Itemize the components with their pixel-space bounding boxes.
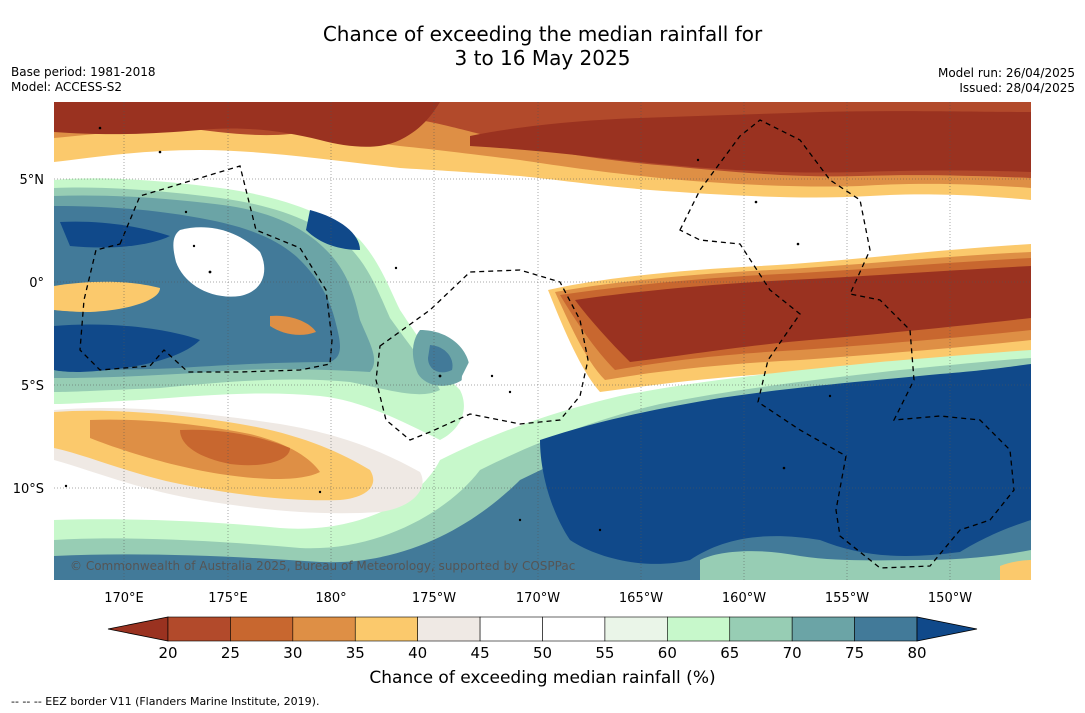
colorbar-segment [479,616,543,642]
base-period-text: Base period: 1981-2018 [11,65,156,79]
lon-label: 180° [315,591,346,606]
colorbar-tick-label: 40 [408,644,427,662]
lon-label: 175°E [208,591,248,606]
colorbar-tick-label: 25 [221,644,240,662]
latitude-labels: 5°N 0° 5°S 10°S [13,173,44,497]
colorbar-tick-label: 55 [595,644,614,662]
issued-text: Issued: 28/04/2025 [959,81,1075,95]
lon-label: 155°W [825,591,869,606]
colorbar-segment [729,616,793,642]
model-text: Model: ACCESS-S2 [11,80,123,94]
colorbar-tick-label: 75 [845,644,864,662]
colorbar-segment [167,616,231,642]
colorbar-tick-label: 70 [783,644,802,662]
colorbar-segment [230,616,294,642]
colorbar-tick-label: 35 [346,644,365,662]
colorbar-segment [292,616,356,642]
colorbar-segment [667,616,731,642]
longitude-labels: 170°E 175°E 180° 175°W 170°W 165°W 160°W… [104,591,972,606]
lon-label: 170°E [104,591,144,606]
gridlines [54,102,1031,580]
eez-borders [79,119,1015,569]
colorbar-segment [604,616,668,642]
colorbar-tick-label: 50 [533,644,552,662]
eez-border-footnote: -- -- -- EEZ border V11 (Flanders Marine… [11,695,320,708]
model-run-text: Model run: 26/04/2025 [937,66,1075,80]
colorbar: 20 25 30 35 40 45 50 55 60 65 70 75 80 [107,616,978,662]
lon-label: 170°W [516,591,560,606]
lat-label: 5°N [20,173,45,188]
rainfall-probability-map: © Commonwealth of Australia 2025, Bureau… [54,102,1031,580]
colorbar-tick-label: 30 [283,644,302,662]
colorbar-label: Chance of exceeding median rainfall (%) [369,668,716,688]
lon-label: 160°W [722,591,766,606]
colorbar-tick-label: 45 [471,644,490,662]
colorbar-extend-high [916,616,978,642]
colorbar-tick-label: 60 [658,644,677,662]
map-title-line1: Chance of exceeding the median rainfall … [322,22,763,46]
lat-label: 0° [29,276,44,291]
colorbar-extend-low [107,616,169,642]
lat-label: 5°S [21,379,44,394]
lon-label: 150°W [928,591,972,606]
meta-right: Model run: 26/04/2025 Issued: 28/04/2025 [938,66,1075,96]
colorbar-segment [854,616,918,642]
islands [64,126,832,532]
lat-label: 10°S [13,482,44,497]
colorbar-segment [542,616,606,642]
meta-left: Base period: 1981-2018 Model: ACCESS-S2 [11,65,156,95]
copyright-text: © Commonwealth of Australia 2025, Bureau… [70,559,575,573]
colorbar-segment [417,616,481,642]
lon-label: 175°W [412,591,456,606]
colorbar-segment [354,616,418,642]
colorbar-segment [791,616,855,642]
map-title-line2: 3 to 16 May 2025 [454,46,631,70]
colorbar-tick-label: 65 [720,644,739,662]
colorbar-tick-label: 20 [158,644,177,662]
lon-label: 165°W [619,591,663,606]
colorbar-tick-label: 80 [907,644,926,662]
